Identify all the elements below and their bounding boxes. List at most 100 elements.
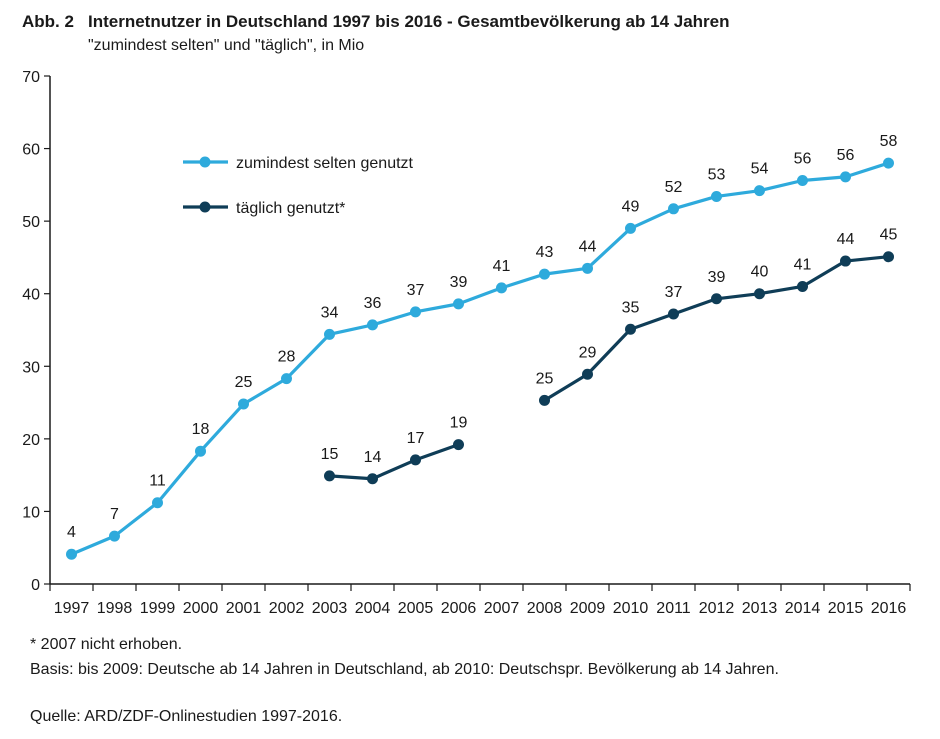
y-tick-label: 60 (22, 142, 40, 159)
series-zumindest-selten-point (625, 222, 636, 234)
series-zumindest-selten-point (152, 497, 163, 509)
series-zumindest-selten-data-label: 18 (192, 421, 210, 438)
series-zumindest-selten-data-label: 37 (407, 282, 425, 299)
y-tick-label: 20 (22, 432, 40, 449)
series-taeglich-data-label: 37 (665, 284, 683, 301)
y-tick-label: 40 (22, 287, 40, 304)
series-zumindest-selten-point (539, 268, 550, 280)
x-tick-label: 1997 (54, 600, 90, 617)
series-zumindest-selten-point (582, 262, 593, 274)
series-taeglich-point (711, 293, 722, 305)
series-zumindest-selten-data-label: 49 (622, 198, 640, 215)
series-taeglich-data-label: 45 (880, 227, 898, 244)
series-taeglich-point (883, 251, 894, 263)
y-tick-label: 0 (31, 577, 40, 594)
series-zumindest-selten-data-label: 39 (450, 274, 468, 291)
chart-title: Abb. 2 Internetnutzer in Deutschland 1997… (22, 12, 730, 32)
series-zumindest-selten-data-label: 56 (794, 151, 812, 168)
series-zumindest-selten-data-label: 4 (67, 524, 76, 541)
series-taeglich-point (625, 323, 636, 335)
series-taeglich-data-label: 15 (321, 446, 339, 463)
legend-marker (199, 201, 211, 213)
x-tick-label: 2015 (828, 600, 864, 617)
series-taeglich-point (668, 308, 679, 320)
series-zumindest-selten-point (109, 530, 120, 542)
x-tick-label: 2006 (441, 600, 477, 617)
x-tick-label: 2005 (398, 600, 434, 617)
legend-marker (199, 156, 211, 168)
x-tick-label: 2012 (699, 600, 735, 617)
legend-label: täglich genutzt* (236, 200, 345, 217)
series-zumindest-selten-data-label: 41 (493, 258, 511, 275)
x-tick-label: 2013 (742, 600, 778, 617)
series-zumindest-selten-point (66, 548, 77, 560)
x-tick-label: 2001 (226, 600, 262, 617)
x-tick-label: 2014 (785, 600, 821, 617)
series-zumindest-selten-line (70, 161, 889, 556)
series-taeglich-point (754, 288, 765, 300)
series-zumindest-selten-point (496, 282, 507, 294)
basis-note: Basis: bis 2009: Deutsche ab 14 Jahren i… (30, 661, 779, 678)
series-taeglich-data-label: 39 (708, 269, 726, 286)
series-zumindest-selten-point (797, 175, 808, 187)
series-taeglich-point (324, 470, 335, 482)
figure-number: Abb. 2 (22, 12, 74, 31)
x-tick-label: 2008 (527, 600, 563, 617)
source-note: Quelle: ARD/ZDF-Onlinestudien 1997-2016. (30, 708, 343, 725)
series-zumindest-selten-point (453, 298, 464, 310)
series-zumindest-selten-data-label: 11 (149, 473, 166, 490)
legend-label: zumindest selten genutzt (236, 155, 414, 172)
x-tick-label: 2016 (871, 600, 907, 617)
series-zumindest-selten-data-label: 7 (110, 506, 119, 523)
x-tick-label: 2011 (656, 600, 691, 617)
series-zumindest-selten-point (883, 157, 894, 169)
series-zumindest-selten-point (711, 190, 722, 202)
x-tick-label: 2004 (355, 600, 391, 617)
series-zumindest-selten-data-label: 53 (708, 166, 726, 183)
series-zumindest-selten-point (410, 306, 421, 318)
x-tick-label: 2000 (183, 600, 219, 617)
series-zumindest-selten-data-label: 36 (364, 295, 382, 312)
series-taeglich-line (329, 443, 460, 481)
series-taeglich-data-label: 14 (364, 449, 382, 466)
series-zumindest-selten-data-label: 54 (751, 161, 769, 178)
y-tick-label: 30 (22, 359, 40, 376)
series-zumindest-selten-point (324, 328, 335, 340)
x-tick-label: 2010 (613, 600, 649, 617)
y-tick-label: 50 (22, 214, 40, 231)
series-taeglich-data-label: 17 (407, 430, 425, 447)
series-zumindest-selten-point (840, 171, 851, 183)
x-tick-label: 2002 (269, 600, 305, 617)
x-tick-label: 1999 (140, 600, 176, 617)
series-taeglich-data-label: 44 (837, 231, 855, 248)
y-tick-label: 10 (22, 504, 40, 521)
series-taeglich-point (453, 439, 464, 451)
series-taeglich-data-label: 29 (579, 344, 597, 361)
series-zumindest-selten-data-label: 28 (278, 349, 296, 366)
series-taeglich-point (840, 255, 851, 267)
series-zumindest-selten-data-label: 34 (321, 304, 339, 321)
series-zumindest-selten-data-label: 56 (837, 147, 855, 164)
series-taeglich-data-label: 35 (622, 299, 640, 316)
series-zumindest-selten-data-label: 58 (880, 133, 898, 150)
series-zumindest-selten-point (281, 373, 292, 385)
series-zumindest-selten-point (367, 319, 378, 331)
series-taeglich-data-label: 40 (751, 264, 769, 281)
x-tick-label: 2009 (570, 600, 606, 617)
series-zumindest-selten-point (238, 398, 249, 410)
figure-title: Internetnutzer in Deutschland 1997 bis 2… (88, 12, 730, 31)
series-zumindest-selten-point (754, 185, 765, 197)
x-tick-label: 2003 (312, 600, 348, 617)
series-taeglich-point (367, 473, 378, 485)
footnote: * 2007 nicht erhoben. (30, 636, 183, 653)
series-zumindest-selten-data-label: 44 (579, 238, 597, 255)
series-zumindest-selten-point (668, 203, 679, 215)
chart-subtitle: "zumindest selten" und "täglich", in Mio (88, 37, 365, 54)
series-taeglich-data-label: 25 (536, 370, 554, 387)
series-zumindest-selten-data-label: 25 (235, 374, 253, 391)
series-taeglich-point (797, 280, 808, 292)
x-tick-label: 2007 (484, 600, 520, 617)
series-zumindest-selten-data-label: 43 (536, 244, 554, 261)
series-taeglich-point (539, 394, 550, 406)
